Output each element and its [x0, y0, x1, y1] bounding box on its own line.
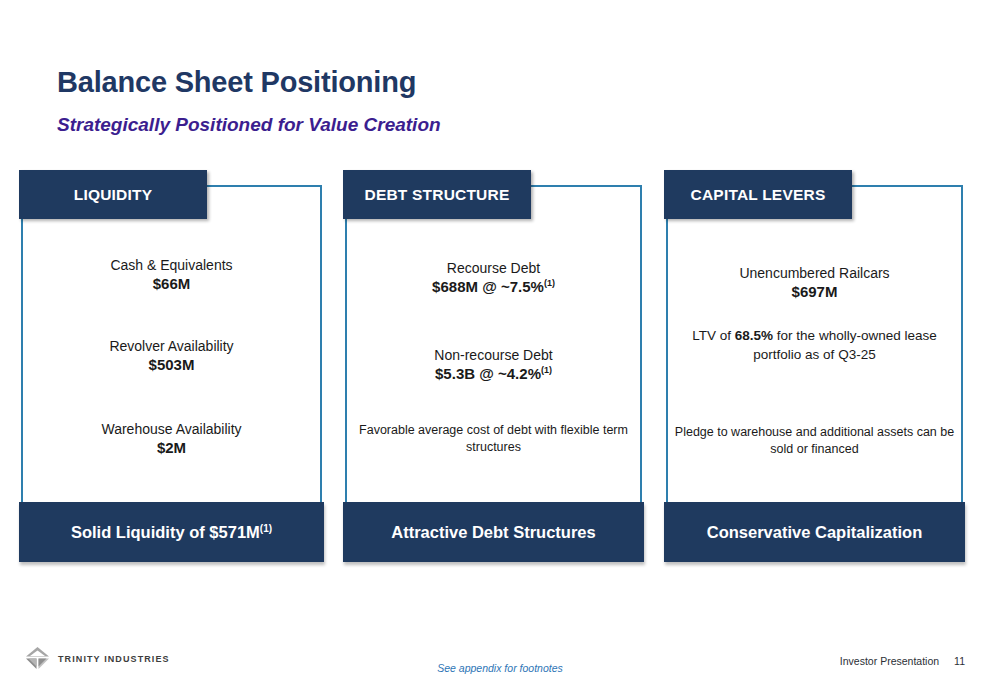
stat-unencumbered-railcars: Unencumbered Railcars $697M	[664, 264, 965, 302]
panel-debt-structure-header: DEBT STRUCTURE	[343, 170, 531, 219]
stat-value: $503M	[19, 355, 324, 375]
stat-label: Warehouse Availability	[19, 420, 324, 438]
stat-non-recourse-debt: Non-recourse Debt $5.3B @ ~4.2%(1)	[343, 346, 644, 384]
banner-text: Solid Liquidity of $571M	[71, 523, 260, 542]
panel-liquidity: LIQUIDITY Cash & Equivalents $66M Revolv…	[19, 170, 324, 562]
banner-debt-structure: Attractive Debt Structures	[343, 502, 644, 562]
note-debt-structure: Favorable average cost of debt with flex…	[343, 422, 644, 456]
note-capital-levers: Pledge to warehouse and additional asset…	[664, 424, 965, 458]
ltv-prefix: LTV of	[692, 328, 735, 343]
page-info: Investor Presentation 11	[840, 655, 965, 667]
stat-label: Recourse Debt	[343, 259, 644, 277]
panel-capital-levers-header: CAPITAL LEVERS	[664, 170, 852, 219]
stat-recourse-debt: Recourse Debt $688M @ ~7.5%(1)	[343, 259, 644, 297]
stat-value-text: $2M	[157, 439, 186, 456]
banner-liquidity: Solid Liquidity of $571M(1)	[19, 502, 324, 562]
panel-liquidity-header-label: LIQUIDITY	[74, 186, 152, 204]
panel-capital-levers: CAPITAL LEVERS Unencumbered Railcars $69…	[664, 170, 965, 562]
stat-cash-equivalents: Cash & Equivalents $66M	[19, 256, 324, 294]
stat-warehouse-availability: Warehouse Availability $2M	[19, 420, 324, 458]
panel-liquidity-header: LIQUIDITY	[19, 170, 207, 219]
ltv-suffix: for the wholly-owned lease portfolio as …	[753, 328, 936, 362]
doc-label: Investor Presentation	[840, 655, 939, 667]
stat-value-text: $688M @ ~7.5%	[432, 278, 544, 295]
panel-capital-levers-header-label: CAPITAL LEVERS	[691, 186, 826, 204]
banner-capital-levers: Conservative Capitalization	[664, 502, 965, 562]
stat-value: $697M	[664, 282, 965, 302]
slide: Balance Sheet Positioning Strategically …	[0, 0, 1000, 685]
banner-text: Conservative Capitalization	[707, 523, 922, 542]
stat-value: $688M @ ~7.5%(1)	[343, 277, 644, 297]
stat-value-text: $66M	[153, 275, 191, 292]
stat-value-text: $5.3B @ ~4.2%	[435, 365, 541, 382]
stat-value: $5.3B @ ~4.2%(1)	[343, 364, 644, 384]
ltv-value: 68.5%	[735, 328, 773, 343]
stat-label: Revolver Availability	[19, 337, 324, 355]
stat-value-text: $503M	[149, 356, 195, 373]
stat-label: Cash & Equivalents	[19, 256, 324, 274]
page-title: Balance Sheet Positioning	[57, 66, 416, 99]
stat-ltv: LTV of 68.5% for the wholly-owned lease …	[664, 326, 965, 364]
stat-value: $2M	[19, 438, 324, 458]
panel-debt-structure: DEBT STRUCTURE Recourse Debt $688M @ ~7.…	[343, 170, 644, 562]
page-subtitle: Strategically Positioned for Value Creat…	[57, 114, 441, 136]
stat-label: Non-recourse Debt	[343, 346, 644, 364]
stat-value-text: $697M	[792, 283, 838, 300]
banner-text: Attractive Debt Structures	[391, 523, 595, 542]
footnote-superscript: (1)	[541, 365, 552, 375]
footnote-superscript: (1)	[544, 278, 555, 288]
stat-label: Unencumbered Railcars	[664, 264, 965, 282]
stat-value: $66M	[19, 274, 324, 294]
panel-debt-structure-header-label: DEBT STRUCTURE	[365, 186, 510, 204]
stat-revolver-availability: Revolver Availability $503M	[19, 337, 324, 375]
page-number: 11	[954, 655, 965, 667]
